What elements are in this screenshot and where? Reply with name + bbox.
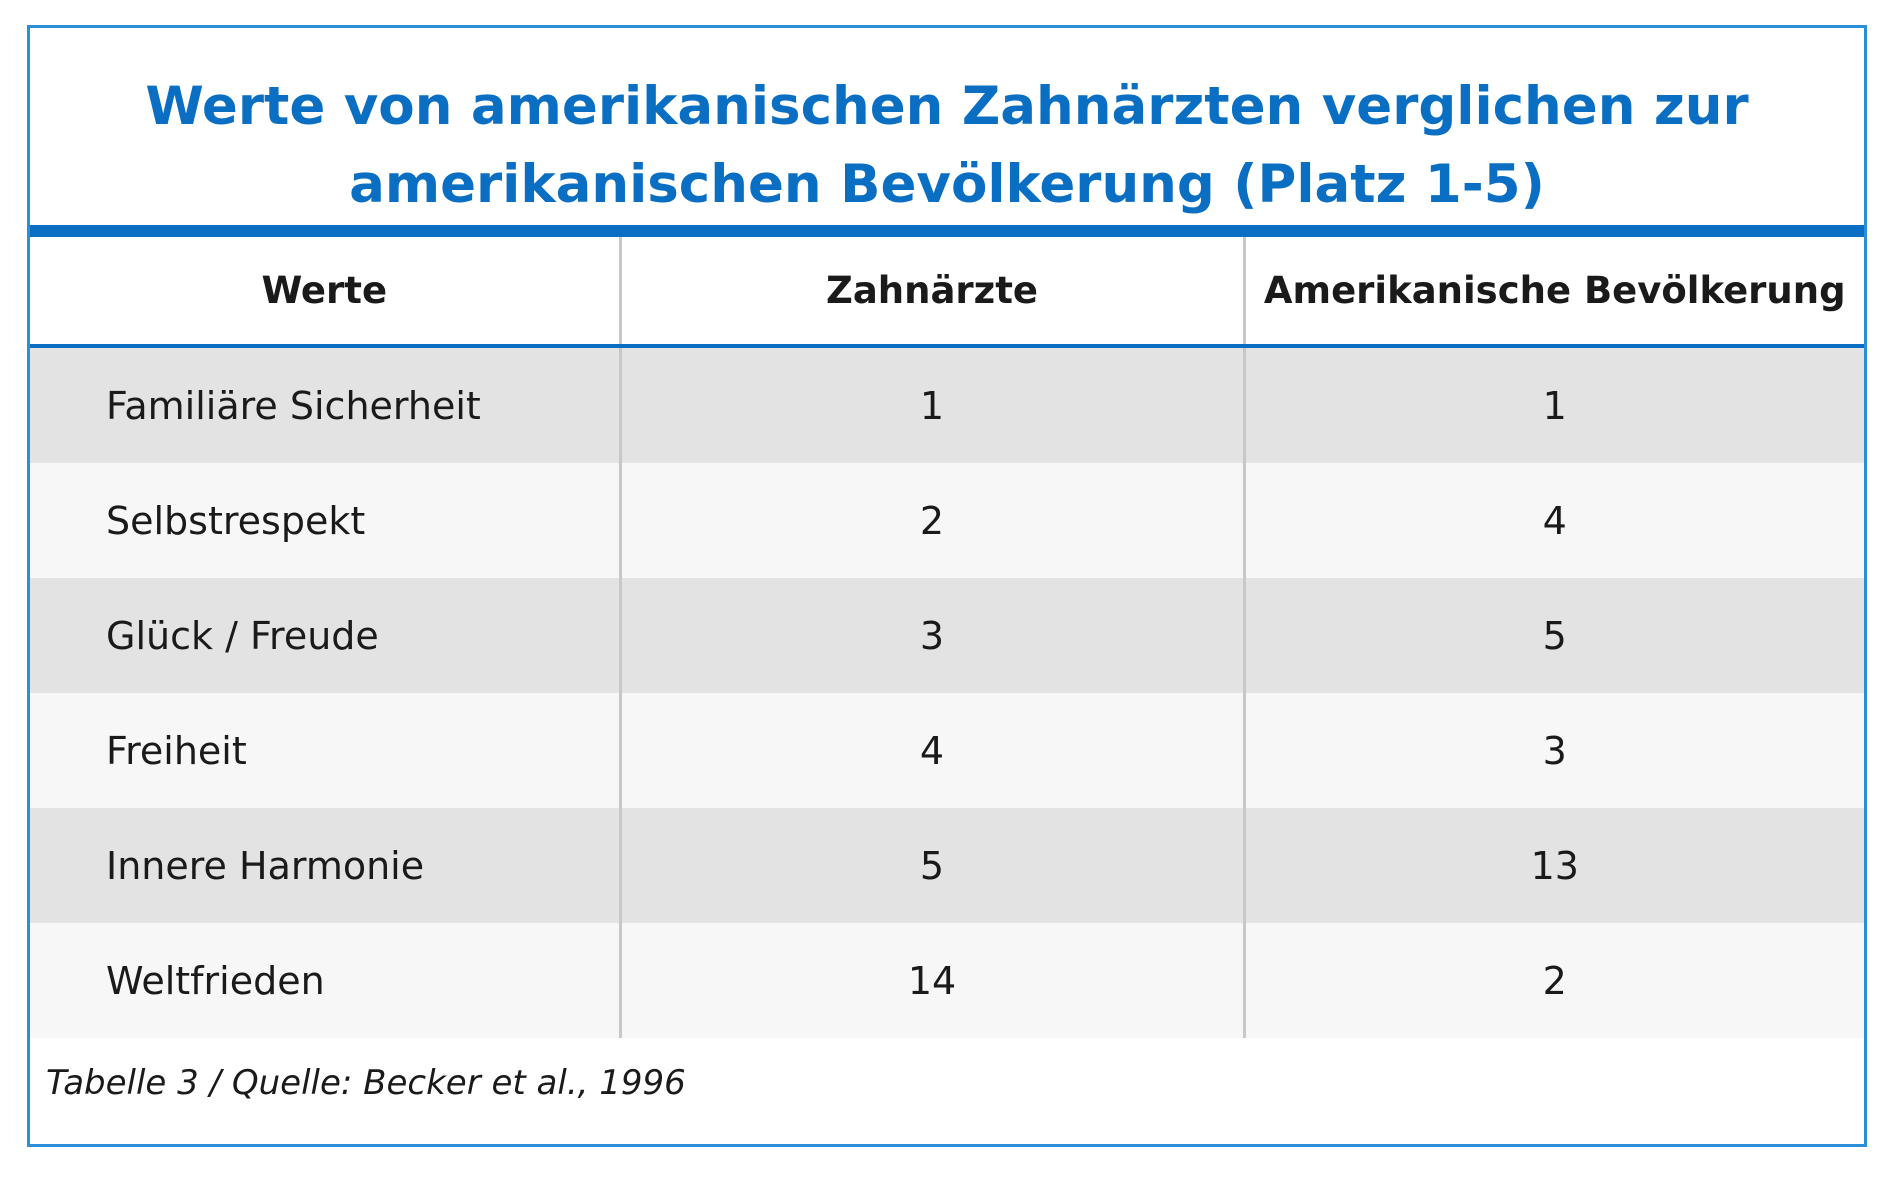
table-title: Werte von amerikanischen Zahnärzten verg…: [30, 68, 1864, 224]
value-label: Selbstrespekt: [30, 463, 620, 578]
population-rank: 13: [1242, 808, 1864, 923]
population-rank: 5: [1242, 578, 1864, 693]
header-row: Werte Zahnärzte Amerikanische Bevölkerun…: [30, 237, 1864, 348]
values-table: Werte Zahnärzte Amerikanische Bevölkerun…: [30, 237, 1864, 1038]
value-label: Freiheit: [30, 693, 620, 808]
column-header-bevoelkerung: Amerikanische Bevölkerung: [1242, 237, 1864, 348]
value-label: Innere Harmonie: [30, 808, 620, 923]
value-label: Familiäre Sicherheit: [30, 346, 620, 463]
dentist-rank: 4: [618, 693, 1244, 808]
value-label: Glück / Freude: [30, 578, 620, 693]
value-label: Weltfrieden: [30, 923, 620, 1038]
table-row: Glück / Freude 3 5: [30, 578, 1864, 693]
population-rank: 4: [1242, 463, 1864, 578]
table-row: Innere Harmonie 5 13: [30, 808, 1864, 923]
dentist-rank: 14: [618, 923, 1244, 1038]
dentist-rank: 3: [618, 578, 1244, 693]
column-header-zahnaerzte: Zahnärzte: [618, 237, 1244, 348]
population-rank: 1: [1242, 346, 1864, 463]
table-frame: Werte von amerikanischen Zahnärzten verg…: [27, 25, 1867, 1147]
column-header-werte: Werte: [30, 237, 620, 348]
dentist-rank: 2: [618, 463, 1244, 578]
table-row: Weltfrieden 14 2: [30, 923, 1864, 1038]
dentist-rank: 5: [618, 808, 1244, 923]
table-row: Familiäre Sicherheit 1 1: [30, 346, 1864, 463]
population-rank: 3: [1242, 693, 1864, 808]
title-line-2: amerikanischen Bevölkerung (Platz 1-5): [349, 154, 1545, 215]
title-divider: [30, 225, 1864, 237]
population-rank: 2: [1242, 923, 1864, 1038]
source-caption: Tabelle 3 / Quelle: Becker et al., 1996: [46, 1063, 686, 1103]
title-line-1: Werte von amerikanischen Zahnärzten verg…: [145, 76, 1749, 137]
table-row: Freiheit 4 3: [30, 693, 1864, 808]
table-row: Selbstrespekt 2 4: [30, 463, 1864, 578]
dentist-rank: 1: [618, 346, 1244, 463]
